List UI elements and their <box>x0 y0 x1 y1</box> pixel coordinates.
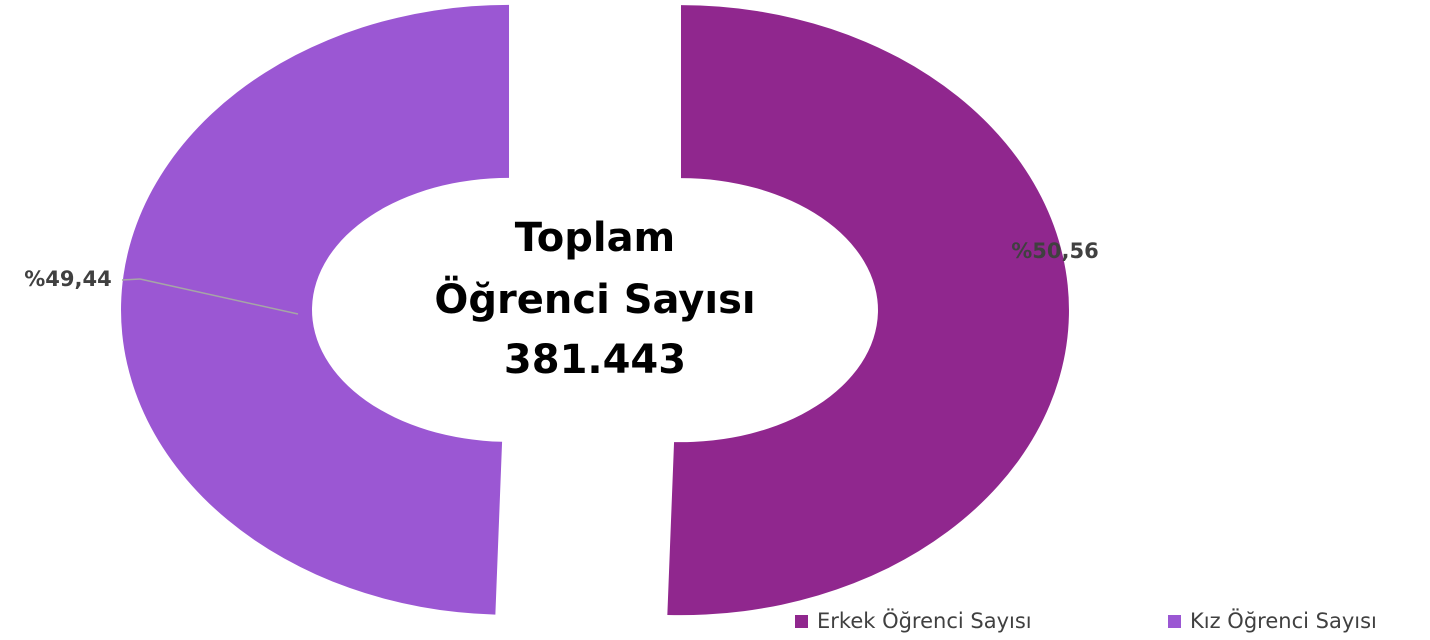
legend-label: Kız Öğrenci Sayısı <box>1190 608 1377 633</box>
center-text: Toplam <box>515 215 675 261</box>
legend-label: Erkek Öğrenci Sayısı <box>817 608 1032 633</box>
center-text: 381.443 <box>504 337 686 383</box>
value-label: %49,44 <box>24 267 111 291</box>
legend-swatch <box>1168 615 1181 628</box>
legend-swatch <box>795 615 808 628</box>
value-label: %50,56 <box>1011 239 1098 263</box>
center-text: Öğrenci Sayısı <box>434 275 755 323</box>
leader-line <box>121 278 141 281</box>
donut-slice <box>121 4 510 615</box>
leader-line <box>139 278 299 315</box>
donut-slice <box>667 5 1069 616</box>
